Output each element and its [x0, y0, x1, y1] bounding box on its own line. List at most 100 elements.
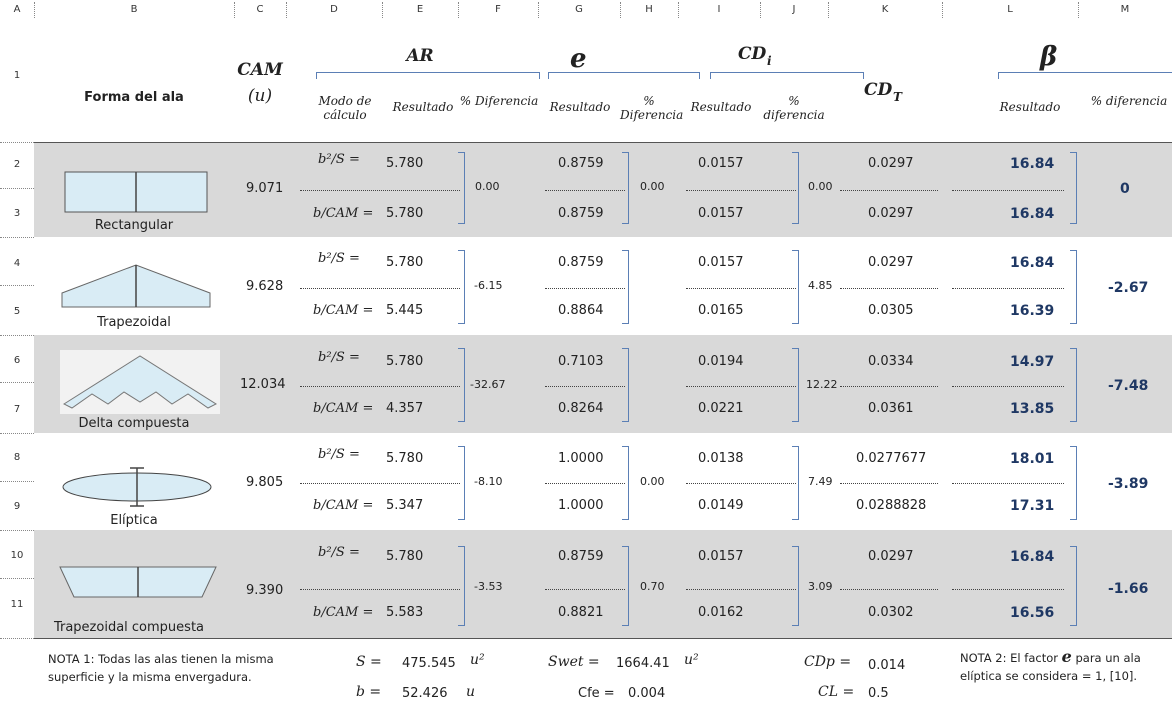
beta-result-2[interactable]: 16.56 — [1010, 605, 1055, 621]
cfe-value[interactable]: 0.004 — [628, 686, 666, 701]
beta-result-1[interactable]: 18.01 — [1010, 451, 1055, 467]
e-diff-value[interactable]: 0.00 — [640, 180, 665, 193]
col-header-g[interactable]: G — [575, 4, 583, 15]
col-header-j[interactable]: J — [792, 4, 796, 15]
beta-result-1[interactable]: 16.84 — [1010, 156, 1055, 172]
beta-diff-value[interactable]: -3.89 — [1108, 476, 1149, 492]
cdt-result-1[interactable]: 0.0277677 — [856, 451, 927, 466]
beta-result-2[interactable]: 13.85 — [1010, 401, 1055, 417]
col-header-c[interactable]: C — [256, 4, 264, 15]
cam-value[interactable]: 9.628 — [246, 279, 284, 294]
cdt-result-2[interactable]: 0.0302 — [868, 605, 914, 620]
col-header-l[interactable]: L — [1007, 4, 1013, 15]
cdp-value[interactable]: 0.014 — [868, 658, 906, 673]
ar-diff-value[interactable]: -32.67 — [470, 378, 506, 391]
cdi-result-2[interactable]: 0.0149 — [698, 498, 744, 513]
e-diff-value[interactable]: 0.70 — [640, 580, 665, 593]
cam-value[interactable]: 12.034 — [240, 377, 286, 392]
ar-result-bcam[interactable]: 5.583 — [386, 605, 424, 620]
ar-diff-value[interactable]: -3.53 — [474, 580, 503, 593]
col-header-i[interactable]: I — [717, 4, 721, 15]
ar-result-bcam[interactable]: 5.347 — [386, 498, 424, 513]
beta-result-2[interactable]: 17.31 — [1010, 498, 1055, 514]
col-header-k[interactable]: K — [881, 4, 889, 15]
e-diff-value[interactable]: 0.00 — [640, 475, 665, 488]
beta-result-1[interactable]: 16.84 — [1010, 255, 1055, 271]
cam-value[interactable]: 9.805 — [246, 475, 284, 490]
ar-result-b2s[interactable]: 5.780 — [386, 156, 424, 171]
row-header-10[interactable]: 10 — [10, 550, 24, 561]
e-result-1[interactable]: 0.8759 — [558, 255, 604, 270]
beta-result-2[interactable]: 16.39 — [1010, 303, 1055, 319]
cdi-result-1[interactable]: 0.0157 — [698, 255, 744, 270]
beta-diff-value[interactable]: -7.48 — [1108, 378, 1149, 394]
row-header-1[interactable]: 1 — [13, 70, 21, 81]
col-header-b[interactable]: B — [130, 4, 138, 15]
cdt-result-1[interactable]: 0.0297 — [868, 156, 914, 171]
row-header-6[interactable]: 6 — [13, 355, 21, 366]
beta-diff-value[interactable]: -1.66 — [1108, 581, 1149, 597]
ar-result-b2s[interactable]: 5.780 — [386, 354, 424, 369]
swet-value[interactable]: 1664.41 — [616, 656, 670, 671]
ar-result-b2s[interactable]: 5.780 — [386, 549, 424, 564]
e-result-2[interactable]: 1.0000 — [558, 498, 604, 513]
row-header-4[interactable]: 4 — [13, 258, 21, 269]
col-header-h[interactable]: H — [645, 4, 653, 15]
ar-diff-value[interactable]: -6.15 — [474, 279, 503, 292]
beta-result-1[interactable]: 14.97 — [1010, 354, 1055, 370]
row-header-7[interactable]: 7 — [13, 404, 21, 415]
row-header-11[interactable]: 11 — [10, 599, 24, 610]
col-header-f[interactable]: F — [495, 4, 501, 15]
cdi-diff-value[interactable]: 12.22 — [806, 378, 838, 391]
row-header-9[interactable]: 9 — [13, 501, 21, 512]
cdi-result-1[interactable]: 0.0138 — [698, 451, 744, 466]
col-header-m[interactable]: M — [1120, 4, 1130, 15]
ar-diff-value[interactable]: -8.10 — [474, 475, 503, 488]
e-result-1[interactable]: 1.0000 — [558, 451, 604, 466]
cdi-result-1[interactable]: 0.0194 — [698, 354, 744, 369]
col-header-e[interactable]: E — [416, 4, 424, 15]
beta-diff-value[interactable]: -2.67 — [1108, 280, 1149, 296]
s-value[interactable]: 475.545 — [402, 656, 456, 671]
beta-diff-value[interactable]: 0 — [1120, 181, 1130, 197]
e-result-2[interactable]: 0.8821 — [558, 605, 604, 620]
row-header-3[interactable]: 3 — [13, 208, 21, 219]
ar-result-b2s[interactable]: 5.780 — [386, 451, 424, 466]
e-result-2[interactable]: 0.8759 — [558, 206, 604, 221]
cdt-result-1[interactable]: 0.0334 — [868, 354, 914, 369]
e-result-2[interactable]: 0.8264 — [558, 401, 604, 416]
b-value[interactable]: 52.426 — [402, 686, 448, 701]
cdi-result-2[interactable]: 0.0221 — [698, 401, 744, 416]
cdi-diff-value[interactable]: 4.85 — [808, 279, 833, 292]
ar-diff-value[interactable]: 0.00 — [475, 180, 500, 193]
cdt-result-2[interactable]: 0.0288828 — [856, 498, 927, 513]
col-header-a[interactable]: A — [13, 4, 21, 15]
cam-value[interactable]: 9.071 — [246, 181, 284, 196]
e-result-1[interactable]: 0.7103 — [558, 354, 604, 369]
e-result-2[interactable]: 0.8864 — [558, 303, 604, 318]
cdi-diff-value[interactable]: 0.00 — [808, 180, 833, 193]
beta-result-1[interactable]: 16.84 — [1010, 549, 1055, 565]
row-header-2[interactable]: 2 — [13, 159, 21, 170]
cdt-result-1[interactable]: 0.0297 — [868, 549, 914, 564]
beta-result-2[interactable]: 16.84 — [1010, 206, 1055, 222]
cdi-result-2[interactable]: 0.0157 — [698, 206, 744, 221]
cdi-diff-value[interactable]: 3.09 — [808, 580, 833, 593]
row-header-8[interactable]: 8 — [13, 452, 21, 463]
e-result-1[interactable]: 0.8759 — [558, 549, 604, 564]
cdt-result-2[interactable]: 0.0305 — [868, 303, 914, 318]
cdt-result-1[interactable]: 0.0297 — [868, 255, 914, 270]
cdt-result-2[interactable]: 0.0297 — [868, 206, 914, 221]
row-header-5[interactable]: 5 — [13, 306, 21, 317]
col-header-d[interactable]: D — [330, 4, 338, 15]
cam-value[interactable]: 9.390 — [246, 583, 284, 598]
cdi-result-1[interactable]: 0.0157 — [698, 156, 744, 171]
cdi-result-1[interactable]: 0.0157 — [698, 549, 744, 564]
ar-result-bcam[interactable]: 5.780 — [386, 206, 424, 221]
cdi-result-2[interactable]: 0.0162 — [698, 605, 744, 620]
cdi-result-2[interactable]: 0.0165 — [698, 303, 744, 318]
ar-result-bcam[interactable]: 4.357 — [386, 401, 424, 416]
cdt-result-2[interactable]: 0.0361 — [868, 401, 914, 416]
ar-result-b2s[interactable]: 5.780 — [386, 255, 424, 270]
e-result-1[interactable]: 0.8759 — [558, 156, 604, 171]
